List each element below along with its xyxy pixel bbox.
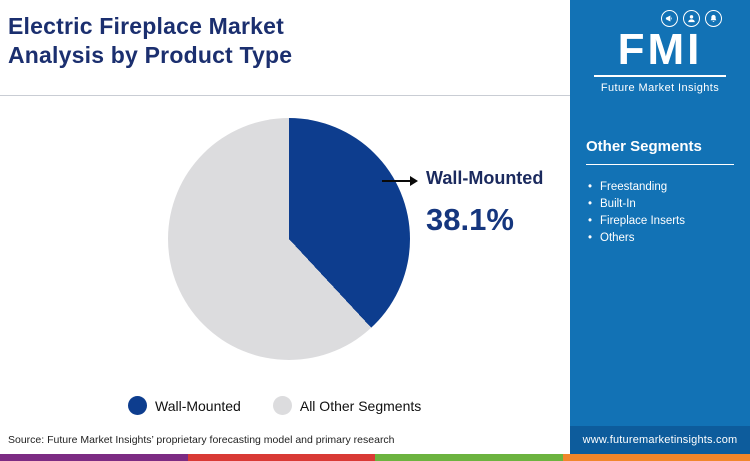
bottom-stripe [0, 454, 750, 461]
logo-text: FMI [617, 25, 703, 74]
arrow-head [410, 176, 418, 186]
callout-label: Wall-Mounted [426, 168, 544, 188]
legend-dot-gray [272, 396, 292, 415]
title-line-2: Analysis by Product Type [8, 42, 293, 68]
page-title: Electric Fireplace Market Analysis by Pr… [8, 12, 292, 70]
header-divider [0, 95, 570, 96]
other-segments-title: Other Segments [586, 137, 702, 155]
chart-legend: Wall-Mounted All Other Segments [128, 396, 421, 415]
logo-subtext: Future Market Insights [600, 81, 720, 94]
callout-value: 38.1% [426, 202, 514, 237]
legend-label: All Other Segments [299, 397, 422, 414]
source-note: Source: Future Market Insights’ propriet… [8, 434, 395, 446]
arrow-line [382, 179, 410, 183]
legend-dot-blue [128, 396, 147, 415]
stripe-orange [562, 454, 750, 461]
fmi-logo: FMI Future Market Insights [570, 10, 750, 94]
other-segments-rule [586, 163, 734, 165]
stripe-green [375, 454, 563, 461]
legend-item-all-other-segments: All Other Segments [272, 396, 422, 415]
other-segments-list: Freestanding Built-In Fireplace Inserts … [586, 179, 734, 247]
sidebar: FMI Future Market Insights Other Segment… [570, 0, 750, 454]
list-item: Freestanding [586, 179, 734, 196]
legend-item-wall-mounted: Wall-Mounted [128, 396, 241, 415]
logo-icons-row [570, 10, 750, 27]
website-link[interactable]: www.futuremarketinsights.com [570, 426, 750, 454]
list-item: Fireplace Inserts [586, 213, 734, 230]
stripe-red [187, 454, 375, 461]
list-item: Others [586, 230, 734, 247]
person-icon [683, 10, 700, 27]
pie-chart [168, 118, 410, 360]
other-segments-section: Other Segments Freestanding Built-In Fir… [570, 137, 750, 247]
stripe-purple [0, 454, 188, 461]
title-line-1: Electric Fireplace Market [8, 13, 285, 39]
list-item: Built-In [586, 196, 734, 213]
callout-arrow-icon [382, 174, 418, 188]
bell-icon [705, 10, 722, 27]
megaphone-icon [661, 10, 678, 27]
chart-panel: Electric Fireplace Market Analysis by Pr… [0, 12, 570, 446]
legend-label: Wall-Mounted [155, 397, 241, 414]
logo-rule [594, 75, 726, 77]
